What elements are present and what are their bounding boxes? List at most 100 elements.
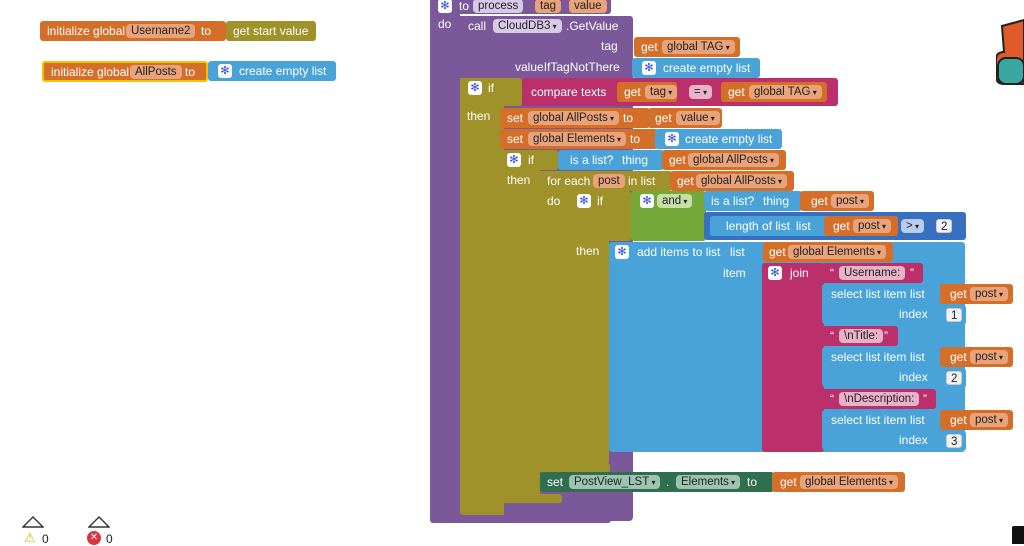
get-global-elements-block[interactable]: get global Elements: [772, 472, 905, 492]
set-global-allposts-block[interactable]: set global AllPosts to: [500, 108, 650, 128]
get-global-allposts-block[interactable]: get global AllPosts: [662, 150, 786, 170]
global-name-field[interactable]: AllPosts: [130, 65, 182, 79]
quote-open: “: [830, 329, 834, 343]
component-dropdown[interactable]: CloudDB3: [493, 19, 562, 33]
gear-icon[interactable]: ✻: [640, 194, 654, 208]
call-header[interactable]: call CloudDB3 .GetValue: [460, 16, 633, 36]
text-field[interactable]: \nTitle:: [839, 329, 884, 343]
param-tag[interactable]: tag: [535, 0, 561, 13]
get-global-elements-block[interactable]: get global Elements: [763, 242, 893, 262]
var-dropdown[interactable]: global TAG: [749, 85, 822, 99]
get-post-block[interactable]: get post: [824, 216, 898, 236]
get-global-allposts-block[interactable]: get global AllPosts: [670, 171, 794, 191]
and-block[interactable]: ✻ and: [631, 191, 706, 241]
errors-toggle[interactable]: [87, 516, 111, 528]
set-postview-elements-block[interactable]: set PostView_LST . Elements to: [540, 472, 774, 492]
for-each-block[interactable]: [540, 171, 570, 473]
get-global-tag-block[interactable]: get global TAG: [721, 82, 827, 102]
get-label: get: [769, 245, 786, 259]
var-dropdown[interactable]: post: [853, 219, 891, 233]
gear-icon[interactable]: ✻: [615, 245, 629, 259]
get-value-block[interactable]: get value: [648, 108, 722, 128]
gear-icon[interactable]: ✻: [768, 266, 782, 280]
if-block[interactable]: [460, 78, 504, 515]
get-post-block[interactable]: get post: [940, 410, 1013, 430]
get-start-value-block[interactable]: get start value: [226, 21, 316, 41]
select-list-item-block[interactable]: select list item list index: [822, 410, 942, 450]
is-a-list-block[interactable]: is a list? thing: [704, 191, 802, 211]
create-empty-list-block[interactable]: ✻ create empty list: [208, 61, 336, 81]
init-global-username2-block[interactable]: initialize global Username2 to: [40, 21, 226, 41]
gear-icon[interactable]: ✻: [665, 132, 679, 146]
var-dropdown[interactable]: post: [831, 194, 869, 208]
var-dropdown[interactable]: tag: [645, 85, 678, 99]
text-field[interactable]: Username:: [839, 266, 906, 280]
create-empty-list-block[interactable]: ✻ create empty list: [655, 129, 782, 149]
loop-var-field[interactable]: post: [593, 174, 625, 188]
var-dropdown[interactable]: global Elements: [788, 245, 887, 259]
var-dropdown[interactable]: post: [970, 413, 1008, 427]
global-name-field[interactable]: Username2: [126, 24, 196, 38]
number-socket[interactable]: 1: [940, 305, 966, 325]
if-and-header[interactable]: ✻ if: [569, 191, 631, 241]
var-dropdown[interactable]: global TAG: [662, 40, 735, 54]
compare-texts-block[interactable]: compare texts get tag = get global TAG: [522, 78, 838, 106]
get-tag-block[interactable]: get tag: [617, 82, 678, 102]
get-post-block[interactable]: get post: [940, 284, 1013, 304]
text-description-block[interactable]: “ \nDescription: ”: [822, 389, 936, 409]
get-post-block[interactable]: get post: [940, 347, 1013, 367]
do-label: do: [547, 194, 561, 208]
select-list-item-block[interactable]: select list item list index: [822, 347, 942, 387]
gear-icon[interactable]: ✻: [642, 61, 656, 75]
gear-icon[interactable]: ✻: [507, 153, 521, 167]
is-a-list-block[interactable]: is a list? thing: [558, 150, 664, 170]
for-each-header[interactable]: for each post in list: [540, 171, 672, 191]
var-dropdown[interactable]: global AllPosts: [528, 111, 620, 125]
number-socket[interactable]: 3: [940, 431, 966, 451]
procedure-process-block[interactable]: [430, 0, 460, 522]
warnings-toggle[interactable]: [21, 516, 45, 528]
procedure-header[interactable]: ✻ to process tag value: [430, 0, 611, 14]
component-dropdown[interactable]: PostView_LST: [569, 475, 661, 489]
backpack-icon[interactable]: [995, 14, 1024, 86]
number-2[interactable]: 2: [936, 219, 953, 233]
text-title-block[interactable]: “ \nTitle: ”: [822, 326, 898, 346]
trash-icon[interactable]: [1012, 526, 1024, 544]
var-dropdown[interactable]: global AllPosts: [688, 153, 780, 167]
compare-op-dropdown[interactable]: =: [689, 85, 712, 99]
var-dropdown[interactable]: global Elements: [800, 475, 899, 489]
number-2[interactable]: 2: [946, 371, 963, 385]
if-header[interactable]: ✻ if: [460, 78, 522, 106]
inner-if-block[interactable]: [500, 150, 540, 503]
var-dropdown[interactable]: post: [970, 350, 1008, 364]
gear-icon[interactable]: ✻: [438, 0, 452, 13]
var-dropdown[interactable]: value: [676, 111, 720, 125]
gear-icon[interactable]: ✻: [577, 194, 591, 208]
init-global-allposts-block[interactable]: initialize global AllPosts to: [42, 61, 208, 82]
property-dropdown[interactable]: Elements: [676, 475, 741, 489]
var-dropdown[interactable]: post: [970, 287, 1008, 301]
var-dropdown[interactable]: global Elements: [528, 132, 627, 146]
gear-icon[interactable]: ✻: [218, 64, 232, 78]
gear-icon[interactable]: ✻: [468, 81, 482, 95]
param-value[interactable]: value: [569, 0, 607, 13]
text-field[interactable]: \nDescription:: [839, 392, 920, 406]
to-label: to: [747, 475, 758, 489]
inner-if-header[interactable]: ✻ if: [500, 150, 558, 170]
index-label: index: [899, 307, 928, 321]
number-1[interactable]: 1: [946, 308, 963, 322]
create-empty-list-block[interactable]: ✻ create empty list: [632, 58, 760, 78]
gt-op-dropdown[interactable]: >: [901, 219, 924, 233]
get-global-tag-block[interactable]: get global TAG: [634, 37, 740, 57]
get-post-block[interactable]: get post: [800, 191, 874, 211]
var-dropdown[interactable]: global AllPosts: [696, 174, 788, 188]
set-global-elements-block[interactable]: set global Elements to: [500, 129, 658, 149]
procedure-name-field[interactable]: process: [473, 0, 524, 13]
text-username-block[interactable]: “ Username: ”: [822, 263, 923, 283]
and-dropdown[interactable]: and: [657, 194, 693, 208]
compare-gt-block[interactable]: length of list list get post > 2: [704, 212, 966, 240]
number-socket[interactable]: 2: [940, 368, 966, 388]
join-block[interactable]: ✻ join: [762, 263, 824, 452]
select-list-item-block[interactable]: select list item list index: [822, 284, 942, 324]
number-3[interactable]: 3: [946, 434, 963, 448]
